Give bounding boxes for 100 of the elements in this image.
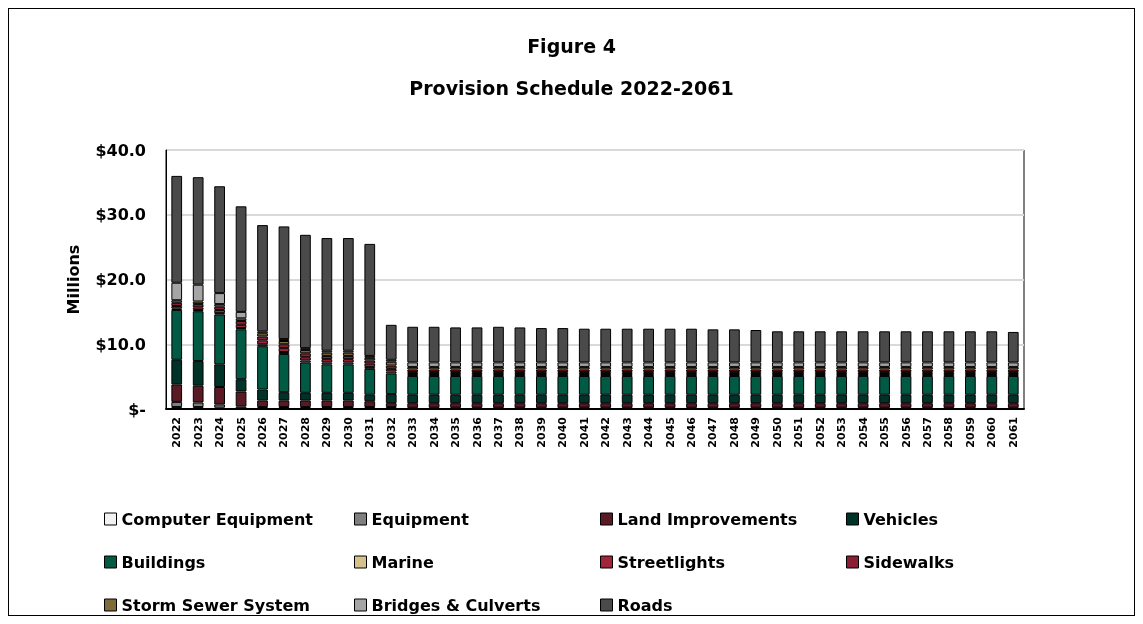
bar — [278, 348, 290, 353]
legend-label: Bridges & Culverts — [371, 595, 541, 615]
bar — [771, 331, 783, 363]
legend-label: Computer Equipment — [121, 509, 314, 529]
x-tick-label: 2048 — [727, 417, 741, 448]
x-tick-label: 2047 — [706, 417, 720, 448]
legend-label: Buildings — [121, 552, 206, 572]
chart-title: Figure 4 — [527, 34, 616, 57]
legend-label: Vehicles — [863, 509, 939, 529]
bar — [814, 331, 826, 363]
bar — [278, 226, 290, 340]
x-tick-label: 2023 — [191, 417, 205, 448]
bar — [300, 234, 311, 349]
legend-label: Sidewalks — [863, 552, 955, 572]
x-tick-label: 2061 — [1006, 417, 1020, 448]
x-tick-label: 2028 — [298, 417, 312, 448]
x-tick-label: 2043 — [620, 417, 634, 448]
bar — [235, 324, 247, 329]
x-tick-label: 2042 — [599, 417, 613, 448]
x-tick-label: 2057 — [920, 417, 934, 448]
legend-label: Roads — [617, 595, 673, 615]
legend-label: Equipment — [371, 509, 470, 529]
bar — [557, 328, 569, 363]
legend-label: Marine — [371, 552, 434, 572]
x-tick-label: 2060 — [985, 416, 999, 448]
bar — [342, 355, 354, 360]
x-tick-label: 2025 — [234, 417, 248, 448]
x-tick-label: 2029 — [320, 417, 334, 448]
bar — [471, 327, 483, 363]
x-tick-label: 2054 — [856, 416, 870, 448]
bar — [450, 327, 461, 363]
bar — [235, 320, 247, 325]
bar — [364, 243, 376, 356]
x-tick-label: 2037 — [491, 417, 505, 448]
bar — [1007, 331, 1019, 363]
y-tick-label: $30.0 — [95, 205, 146, 225]
x-tick-label: 2036 — [470, 416, 484, 448]
x-tick-label: 2033 — [406, 417, 420, 448]
bar — [385, 324, 397, 360]
x-tick-label: 2052 — [813, 417, 827, 448]
bar — [643, 328, 654, 363]
chart-subtitle: Provision Schedule 2022-2061 — [409, 76, 734, 99]
x-tick-label: 2055 — [878, 417, 892, 448]
x-tick-label: 2032 — [384, 417, 398, 448]
bar — [385, 361, 397, 366]
x-tick-label: 2040 — [556, 416, 570, 448]
x-tick-label: 2026 — [256, 416, 270, 448]
bar — [943, 331, 955, 363]
legend-label: Land Improvements — [617, 509, 798, 529]
bar — [857, 331, 869, 363]
bar — [321, 355, 333, 360]
y-tick-label: $- — [128, 399, 146, 419]
bar — [171, 302, 183, 307]
x-tick-label: 2045 — [663, 417, 677, 448]
bar — [407, 326, 419, 363]
bar — [621, 328, 633, 363]
x-tick-label: 2058 — [942, 417, 956, 448]
x-tick-label: 2035 — [449, 417, 463, 448]
bar — [493, 326, 504, 363]
legend-label: Storm Sewer System — [121, 595, 310, 615]
x-tick-label: 2059 — [963, 417, 977, 448]
bar — [214, 309, 225, 314]
x-tick-label: 2051 — [792, 417, 806, 448]
bar — [321, 238, 333, 351]
bar — [514, 327, 526, 363]
x-tick-label: 2046 — [685, 416, 699, 448]
x-tick-label: 2022 — [170, 417, 184, 448]
bar — [664, 328, 676, 363]
bar — [836, 331, 848, 363]
x-tick-label: 2027 — [277, 417, 291, 448]
y-tick-label: $10.0 — [95, 334, 146, 354]
bar — [428, 326, 440, 363]
x-tick-label: 2056 — [899, 416, 913, 448]
bar — [922, 331, 933, 363]
y-tick-label: $20.0 — [95, 270, 146, 289]
bar — [257, 336, 268, 341]
bar — [600, 328, 612, 363]
x-tick-label: 2034 — [427, 416, 441, 448]
bar — [578, 328, 590, 363]
bar — [278, 344, 290, 349]
bar — [300, 353, 311, 358]
bar — [257, 225, 268, 332]
bar — [536, 328, 547, 363]
x-tick-label: 2038 — [513, 417, 527, 448]
x-tick-label: 2041 — [577, 417, 591, 448]
legend-label: Streetlights — [617, 552, 725, 572]
bar — [342, 238, 354, 351]
x-tick-label: 2050 — [770, 416, 784, 448]
y-tick-label: $40.0 — [95, 140, 146, 160]
bar — [900, 331, 912, 363]
bar — [729, 329, 740, 363]
x-tick-label: 2044 — [642, 416, 656, 448]
bar — [793, 331, 805, 363]
bar — [879, 331, 890, 363]
bar — [965, 331, 976, 363]
x-tick-label: 2030 — [341, 416, 355, 448]
bar — [986, 331, 998, 363]
x-tick-label: 2039 — [534, 417, 548, 448]
bar — [686, 328, 697, 363]
bar — [278, 341, 290, 345]
